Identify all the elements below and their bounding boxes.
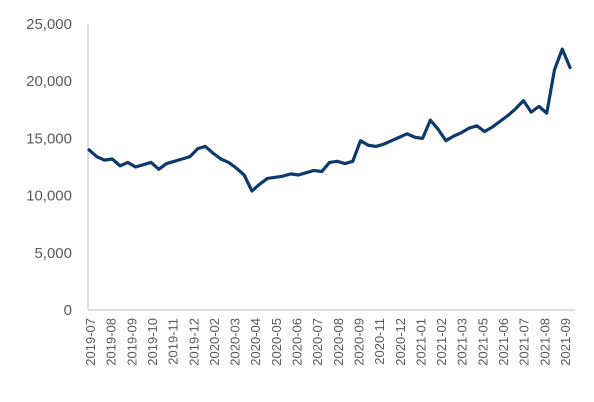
- x-tick-label: 2020-06: [290, 318, 305, 366]
- x-tick-label: 2019-07: [83, 318, 98, 366]
- x-tick-label: 2020-04: [248, 318, 263, 366]
- x-tick-label: 2020-12: [393, 318, 408, 366]
- y-tick-label: 0: [64, 302, 72, 319]
- x-tick-label: 2021-07: [517, 318, 532, 366]
- x-tick-label: 2019-12: [186, 318, 201, 366]
- x-tick-label: 2019-08: [104, 318, 119, 366]
- x-tick-label: 2020-07: [310, 318, 325, 366]
- x-tick-label: 2021-02: [434, 318, 449, 366]
- x-tick-label: 2019-11: [166, 318, 181, 365]
- x-tick-label: 2019-09: [124, 318, 139, 366]
- series-layer: [87, 47, 572, 193]
- x-tick-label: 2021-06: [496, 318, 511, 366]
- x-tick-label: 2020-11: [372, 318, 387, 365]
- x-tick-label: 2019-10: [145, 318, 160, 366]
- x-tick-label: 2020-09: [351, 318, 366, 366]
- y-tick-label: 5,000: [34, 245, 72, 262]
- y-tick-label: 10,000: [26, 188, 72, 205]
- y-axis: 0 5,000 10,000 15,000 20,000 25,000: [26, 16, 89, 319]
- x-tick-label: 2021-05: [475, 318, 490, 366]
- x-tick-label: 2020-03: [228, 318, 243, 366]
- x-tick-label: 2020-05: [269, 318, 284, 366]
- y-tick-label: 20,000: [26, 73, 72, 90]
- x-tick-label: 2020-02: [207, 318, 222, 366]
- x-tick-label: 2021-09: [558, 318, 573, 366]
- x-tick-label: 2021-08: [537, 318, 552, 366]
- x-tick-label: 2021-03: [455, 318, 470, 366]
- y-tick-label: 15,000: [26, 130, 72, 147]
- y-tick-label: 25,000: [26, 16, 72, 33]
- x-axis: 2019-07 2019-08 2019-09 2019-10 2019-11 2019-…: [83, 309, 575, 366]
- x-tick-label: 2021-01: [413, 318, 428, 366]
- series-line: [87, 47, 572, 193]
- x-tick-label: 2020-08: [331, 318, 346, 366]
